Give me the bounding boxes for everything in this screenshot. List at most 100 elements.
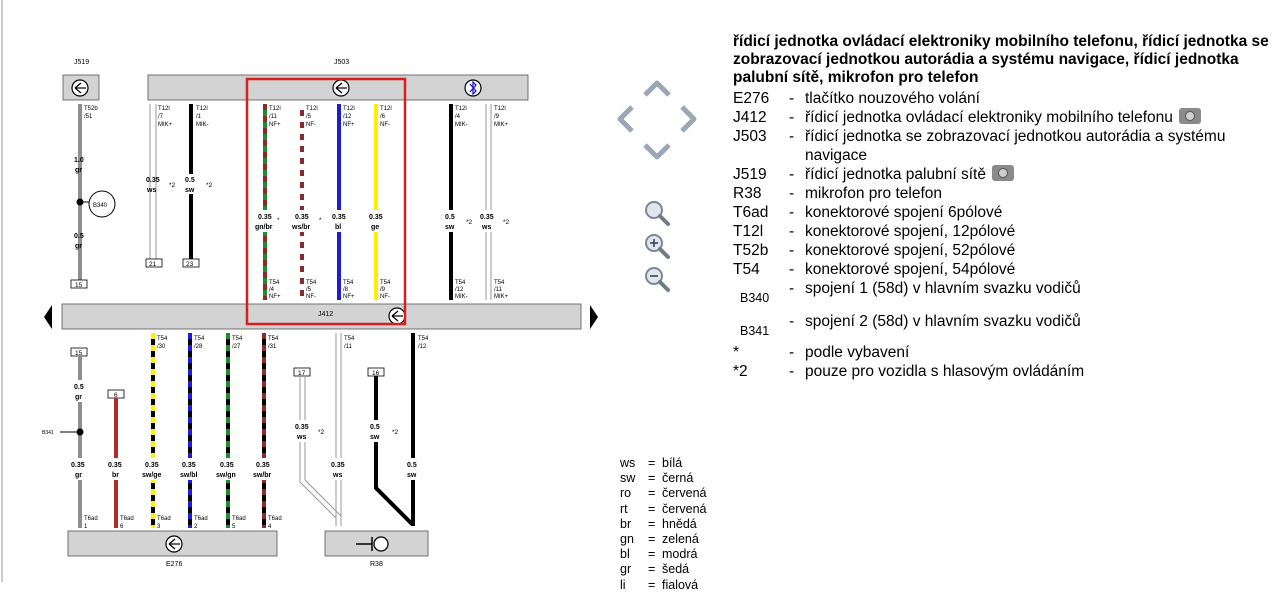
wire-e276-pin5: T54 /27 0.35 sw/gn T6ad 5	[215, 333, 246, 530]
r12-color: sw	[407, 472, 417, 479]
e1-color: gr	[75, 472, 82, 479]
t12l5-note: *	[319, 217, 322, 224]
e2-top-pin: /28	[194, 344, 203, 350]
r11-size: 0.35	[331, 462, 345, 469]
t12l1-size: 0.5	[185, 177, 195, 184]
wire-t12l7: T12l /7 MIK+ 0.35 ws *2 21	[145, 104, 176, 268]
arrow-left-icon[interactable]	[617, 105, 634, 133]
t12l6-sig: NF-	[380, 122, 390, 128]
legend-dash: -	[789, 109, 795, 126]
e3-size: 0.35	[145, 462, 159, 469]
e4-pin-conn: T6ad	[268, 516, 282, 522]
t12l4-bot-conn: T54	[455, 280, 466, 286]
legend-code: T52b	[733, 242, 769, 259]
t12l6-pin: /6	[380, 114, 386, 120]
wire-t12l12: T12l /12 NF+ 0.35 bl T54 /8 NF+	[328, 104, 355, 300]
legend-desc: konektorové spojení 6pólové	[805, 204, 1003, 221]
r16-size: 0.5	[370, 424, 380, 431]
camera-icon[interactable]	[1178, 107, 1201, 124]
legend-code: *2	[733, 363, 748, 380]
t12l12-pin: /12	[343, 114, 352, 120]
e1-upper-color: gr	[75, 394, 82, 401]
t12l12-bot-conn: T54	[343, 280, 354, 286]
legend: řídicí jednotka ovládací elektroniky mob…	[733, 33, 1278, 381]
legend-dash: -	[789, 128, 795, 145]
legend-list: E276- tlačítko nouzového volání J412- řídic…	[733, 89, 1278, 381]
t12l4-pin: /4	[455, 114, 461, 120]
legend-item: J519 - řídicí jednotka palubní sítě	[733, 164, 1278, 184]
t12l7-conn: T12l	[158, 106, 170, 112]
t12l6-bot-sig: NF-	[380, 294, 390, 300]
legend-item: J412 - řídicí jednotka ovládací elektronik…	[733, 107, 1278, 127]
e6-size: 0.35	[108, 462, 122, 469]
e3-pin-num: 3	[157, 524, 161, 530]
t12l11-note: *	[277, 217, 280, 224]
legend-dash: -	[789, 344, 795, 361]
t12l7-size: 0.35	[146, 177, 160, 184]
legend-title: řídicí jednotka ovládací elektroniky mob…	[733, 33, 1269, 86]
scroll-right-icon[interactable]	[590, 305, 598, 329]
r38-label: R38	[370, 561, 383, 568]
arrow-right-icon[interactable]	[680, 105, 697, 133]
color-code: gr	[620, 562, 632, 577]
color-name: modrá	[662, 547, 698, 562]
color-name: bílá	[662, 456, 683, 470]
t52b51-lower-size: 0.5	[74, 233, 84, 240]
color-code-item: sw = černá	[620, 471, 706, 486]
t12l9-color: ws	[481, 224, 491, 231]
zoom-icon[interactable]	[645, 201, 670, 226]
legend-desc: tlačítko nouzového volání	[805, 90, 980, 107]
legend-desc: spojení 2 (58d) v hlavním svazku vodičů	[805, 313, 1081, 330]
color-code-item: br = hnědá	[620, 517, 706, 532]
color-code: ws	[620, 456, 636, 470]
e4-top-pin: /31	[268, 344, 277, 350]
wire-t12l5: T12l /5 NF- 0.35 ws/br * T54 /5 NF-	[290, 104, 322, 300]
t12l7-sig: MIK+	[158, 122, 173, 128]
t12l7-pin: /7	[158, 114, 164, 120]
r38-box	[324, 530, 429, 557]
legend-desc: řídicí jednotka ovládací elektroniky mob…	[805, 109, 1173, 126]
legend-desc: řídicí jednotka palubní sítě	[805, 166, 986, 183]
zoom-out-icon[interactable]	[645, 267, 670, 292]
color-name: černá	[662, 471, 694, 486]
legend-code: T6ad	[733, 204, 769, 221]
t12l6-color: ge	[371, 224, 379, 231]
t12l4-bot-pin: /12	[455, 287, 464, 293]
legend-dash: -	[789, 261, 795, 278]
legend-code: T54	[733, 261, 760, 278]
legend-desc: mikrofon pro telefon	[805, 185, 942, 202]
wiring-diagram: J519 J503 J412 T52b /51 1.0 gr B340 0.5 …	[1, 0, 697, 582]
scroll-left-icon[interactable]	[44, 305, 52, 329]
t12l12-sig: NF+	[343, 122, 355, 128]
color-code-item: rt = červená	[620, 502, 706, 517]
equals-sign: =	[648, 516, 656, 531]
t52b51-pin: /51	[84, 114, 93, 120]
t12l5-conn: T12l	[306, 106, 318, 112]
color-code: sw	[620, 471, 636, 486]
legend-item: T54 - konektorové spojení, 54pólové	[733, 260, 1278, 279]
t12l1-color: sw	[185, 187, 195, 194]
r16-color: sw	[370, 434, 380, 441]
t12l5-size: 0.35	[295, 214, 309, 221]
wire-t12l1: T12l /1 MIK- 0.5 sw *2 23	[180, 104, 213, 268]
color-code: gn	[620, 532, 634, 547]
legend-desc: pouze pro vozidla s hlasovým ovládáním	[805, 363, 1085, 380]
legend-item: * - podle vybavení	[733, 343, 1278, 362]
t52b51-color: gr	[75, 167, 82, 174]
legend-dash: -	[789, 90, 795, 107]
camera-icon[interactable]	[991, 164, 1014, 181]
wire-e276-pin1: 15 0.5 gr B341 0.35 gr T6ad 1	[42, 347, 98, 530]
t12l6-size: 0.35	[369, 214, 383, 221]
color-code: li	[620, 577, 626, 592]
arrow-up-icon[interactable]	[643, 80, 671, 97]
legend-dash: -	[789, 280, 795, 297]
t12l12-bot-sig: NF+	[343, 294, 355, 300]
legend-desc: podle vybavení	[805, 344, 910, 361]
t12l11-bot-conn: T54	[269, 280, 280, 286]
zoom-in-icon[interactable]	[645, 234, 670, 259]
t12l5-bot-conn: T54	[306, 280, 317, 286]
equals-sign: =	[648, 577, 656, 592]
r12-top-conn: T54	[418, 336, 429, 342]
arrow-down-icon[interactable]	[643, 143, 671, 160]
wire-t12l6: T12l /6 NF- 0.35 ge T54 /9 NF-	[365, 104, 392, 300]
